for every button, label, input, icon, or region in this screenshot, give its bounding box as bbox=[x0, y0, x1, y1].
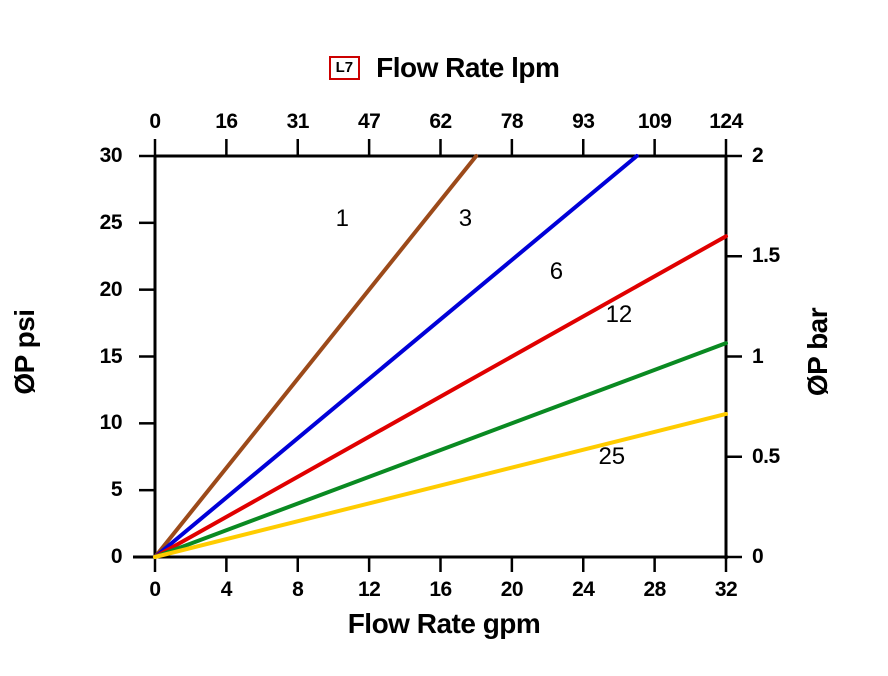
right-tick-label-1.5: 1.5 bbox=[752, 244, 780, 268]
series-label-12: 12 bbox=[605, 301, 633, 329]
top-axis-title: Flow Rate lpm bbox=[376, 52, 560, 83]
chart-top-title-row: L7 Flow Rate lpm bbox=[0, 48, 888, 88]
left-tick-label-30: 30 bbox=[99, 144, 123, 167]
series-line-12 bbox=[153, 341, 728, 559]
bottom-axis-title: Flow Rate gpm bbox=[347, 608, 541, 639]
left-axis-title: ØP psi bbox=[9, 309, 40, 395]
left-tick-label-10: 10 bbox=[99, 411, 123, 435]
right-tick-label-0: 0 bbox=[752, 545, 764, 568]
bottom-tick-label-16: 16 bbox=[429, 578, 452, 601]
bottom-tick-label-4: 4 bbox=[220, 578, 233, 601]
left-tick-label-25: 25 bbox=[99, 210, 123, 234]
l7-badge: L7 bbox=[328, 56, 361, 80]
tick-marks bbox=[139, 139, 742, 572]
top-tick-label-31: 31 bbox=[286, 110, 310, 133]
series-label-1: 1 bbox=[335, 204, 350, 232]
top-tick-label-47: 47 bbox=[357, 110, 381, 133]
series-lines bbox=[153, 154, 728, 559]
bottom-tick-label-8: 8 bbox=[292, 578, 304, 601]
right-tick-label-0.5: 0.5 bbox=[752, 444, 780, 468]
left-tick-label-20: 20 bbox=[99, 277, 123, 301]
top-tick-label-0: 0 bbox=[149, 110, 161, 133]
right-tick-label-2: 2 bbox=[752, 144, 764, 167]
series-line-25 bbox=[153, 411, 728, 559]
top-tick-label-124: 124 bbox=[709, 110, 743, 133]
bottom-tick-label-24: 24 bbox=[572, 578, 595, 601]
top-tick-label-62: 62 bbox=[429, 110, 452, 133]
bottom-tick-label-20: 20 bbox=[500, 578, 524, 601]
series-line-3 bbox=[153, 154, 639, 559]
top-tick-label-16: 16 bbox=[215, 110, 238, 133]
bottom-tick-label-32: 32 bbox=[714, 578, 738, 601]
series-label-3: 3 bbox=[458, 204, 473, 232]
series-line-1 bbox=[153, 154, 479, 559]
bottom-tick-label-12: 12 bbox=[357, 578, 381, 601]
right-tick-label-1: 1 bbox=[752, 344, 764, 368]
series-label-25: 25 bbox=[598, 442, 626, 470]
bottom-tick-label-28: 28 bbox=[643, 578, 666, 601]
bottom-tick-label-0: 0 bbox=[149, 578, 161, 601]
left-tick-label-5: 5 bbox=[110, 478, 123, 502]
right-axis-title: ØP bar bbox=[802, 307, 833, 397]
left-tick-label-0: 0 bbox=[110, 545, 123, 568]
top-tick-label-93: 93 bbox=[572, 110, 595, 133]
series-label-6: 6 bbox=[549, 258, 564, 286]
series-line-6 bbox=[153, 234, 728, 559]
top-tick-label-109: 109 bbox=[637, 110, 672, 133]
top-tick-label-78: 78 bbox=[500, 110, 524, 133]
left-tick-label-15: 15 bbox=[99, 344, 123, 368]
